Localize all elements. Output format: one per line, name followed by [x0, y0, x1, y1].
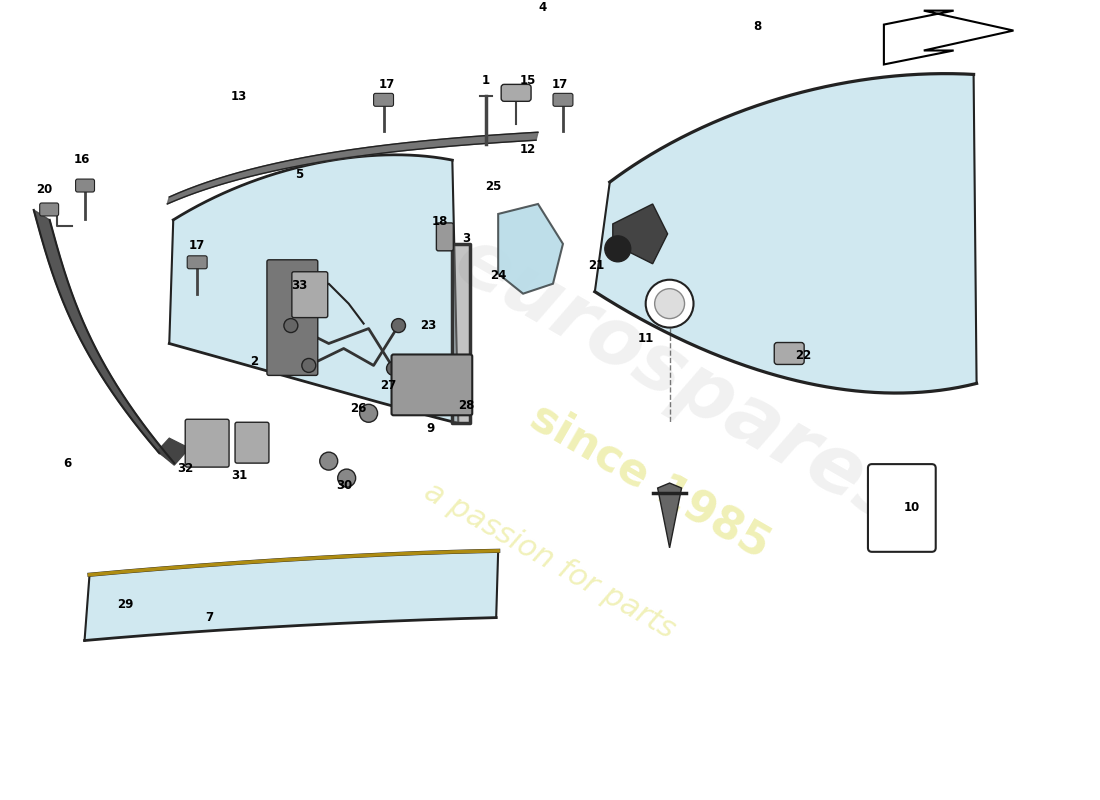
Text: 13: 13	[231, 90, 248, 103]
Polygon shape	[498, 204, 563, 294]
FancyBboxPatch shape	[76, 179, 95, 192]
Polygon shape	[85, 551, 498, 641]
Text: 1: 1	[482, 74, 491, 87]
Polygon shape	[884, 10, 1013, 65]
Text: 31: 31	[231, 469, 248, 482]
Text: 23: 23	[420, 319, 437, 332]
Circle shape	[605, 236, 630, 262]
Text: 32: 32	[177, 462, 194, 474]
Polygon shape	[452, 244, 471, 423]
Text: 29: 29	[118, 598, 133, 611]
FancyBboxPatch shape	[774, 342, 804, 365]
Text: 12: 12	[520, 142, 536, 156]
Text: 7: 7	[205, 611, 213, 624]
Text: 24: 24	[490, 270, 506, 282]
Text: 16: 16	[74, 153, 90, 166]
Text: 27: 27	[381, 379, 397, 392]
Circle shape	[301, 358, 316, 373]
Text: 33: 33	[290, 279, 307, 292]
Text: 21: 21	[587, 259, 604, 272]
Text: 3: 3	[462, 232, 471, 246]
FancyBboxPatch shape	[267, 260, 318, 375]
Text: 17: 17	[378, 78, 395, 91]
FancyBboxPatch shape	[235, 422, 268, 463]
Polygon shape	[498, 204, 563, 294]
FancyBboxPatch shape	[868, 464, 936, 552]
Circle shape	[360, 404, 377, 422]
Polygon shape	[613, 204, 668, 264]
Text: a passion for parts: a passion for parts	[419, 477, 681, 645]
FancyBboxPatch shape	[502, 84, 531, 102]
Circle shape	[646, 280, 693, 327]
Text: 22: 22	[795, 349, 812, 362]
Text: 25: 25	[485, 179, 502, 193]
FancyBboxPatch shape	[292, 272, 328, 318]
FancyBboxPatch shape	[187, 256, 207, 269]
Text: 8: 8	[754, 20, 761, 33]
Circle shape	[320, 452, 338, 470]
Text: 10: 10	[904, 502, 920, 514]
Text: since 1985: since 1985	[522, 395, 777, 567]
Polygon shape	[157, 438, 189, 465]
FancyBboxPatch shape	[437, 223, 453, 251]
Text: 17: 17	[189, 239, 206, 252]
Text: 11: 11	[638, 332, 653, 345]
FancyBboxPatch shape	[392, 354, 472, 415]
Text: 2: 2	[250, 355, 258, 368]
Text: 15: 15	[520, 74, 537, 87]
Polygon shape	[167, 132, 538, 204]
Polygon shape	[34, 210, 174, 463]
Circle shape	[338, 469, 355, 487]
Text: 17: 17	[552, 78, 568, 91]
Circle shape	[284, 318, 298, 333]
Text: 5: 5	[295, 167, 302, 181]
Text: 6: 6	[64, 457, 72, 470]
Polygon shape	[169, 155, 459, 423]
Text: 26: 26	[351, 402, 366, 415]
Text: 4: 4	[539, 1, 547, 14]
Text: eurospares: eurospares	[440, 220, 920, 542]
Text: 9: 9	[427, 422, 434, 434]
Text: 18: 18	[432, 215, 449, 229]
Text: 30: 30	[337, 478, 353, 491]
FancyBboxPatch shape	[40, 203, 58, 216]
FancyBboxPatch shape	[185, 419, 229, 467]
Text: 20: 20	[36, 182, 53, 195]
Circle shape	[654, 289, 684, 318]
FancyBboxPatch shape	[374, 94, 394, 106]
Polygon shape	[595, 74, 977, 393]
Circle shape	[392, 318, 406, 333]
Polygon shape	[658, 483, 682, 548]
Text: 28: 28	[458, 399, 474, 412]
FancyBboxPatch shape	[553, 94, 573, 106]
Circle shape	[386, 362, 400, 375]
